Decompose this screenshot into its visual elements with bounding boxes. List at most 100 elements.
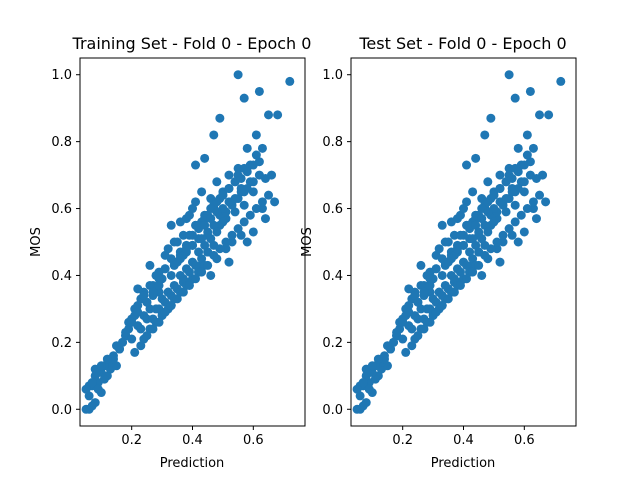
scatter-point bbox=[215, 113, 225, 123]
scatter-point bbox=[431, 264, 441, 274]
scatter-point bbox=[535, 110, 545, 120]
scatter-point bbox=[525, 170, 535, 180]
scatter-point bbox=[142, 297, 152, 307]
scatter-point bbox=[556, 76, 566, 86]
scatter-point bbox=[81, 384, 91, 394]
scatter-point bbox=[373, 354, 383, 364]
scatter-point bbox=[477, 234, 487, 244]
y-tick-label: 1.0 bbox=[51, 68, 72, 83]
x-tick-label: 0.2 bbox=[392, 433, 413, 448]
scatter-point bbox=[471, 220, 481, 230]
scatter-point bbox=[133, 307, 143, 317]
scatter-point bbox=[483, 207, 493, 217]
scatter-point bbox=[206, 214, 216, 224]
scatter-point bbox=[145, 280, 155, 290]
scatter-point bbox=[364, 384, 374, 394]
scatter-point bbox=[136, 324, 146, 334]
scatter-points bbox=[81, 70, 295, 414]
scatter-point bbox=[501, 194, 511, 204]
scatter-point bbox=[513, 143, 523, 153]
scatter-point bbox=[525, 86, 535, 96]
scatter-point bbox=[468, 254, 478, 264]
scatter-point bbox=[425, 317, 435, 327]
scatter-point bbox=[181, 244, 191, 254]
scatter-point bbox=[446, 254, 456, 264]
scatter-point bbox=[401, 347, 411, 357]
scatter-point bbox=[489, 217, 499, 227]
scatter-point bbox=[145, 260, 155, 270]
scatter-point bbox=[535, 190, 545, 200]
scatter-point bbox=[175, 217, 185, 227]
scatter-point bbox=[194, 247, 204, 257]
x-tick-label: 0.2 bbox=[121, 433, 142, 448]
scatter-point bbox=[462, 197, 472, 207]
scatter-point bbox=[413, 331, 423, 341]
scatter-point bbox=[209, 220, 219, 230]
scatter-point bbox=[200, 240, 210, 250]
scatter-point bbox=[197, 267, 207, 277]
scatter-point bbox=[437, 301, 447, 311]
scatter-point bbox=[230, 194, 240, 204]
scatter-point bbox=[188, 204, 197, 214]
y-tick-label: 0.2 bbox=[51, 336, 72, 351]
scatter-point bbox=[230, 207, 240, 217]
scatter-point bbox=[206, 234, 216, 244]
y-tick-label: 0.6 bbox=[322, 202, 343, 217]
scatter-point bbox=[519, 160, 529, 170]
scatter-point bbox=[462, 274, 472, 284]
scatter-point bbox=[84, 391, 94, 401]
scatter-point bbox=[492, 237, 502, 247]
scatter-point bbox=[236, 230, 246, 240]
scatter-point bbox=[166, 220, 176, 230]
scatter-point bbox=[486, 113, 496, 123]
scatter-point bbox=[367, 361, 377, 371]
scatter-point bbox=[209, 250, 219, 260]
y-tick-label: 0.8 bbox=[51, 135, 72, 150]
scatter-point bbox=[127, 317, 137, 327]
scatter-point bbox=[522, 204, 532, 214]
scatter-point bbox=[218, 217, 228, 227]
scatter-point bbox=[212, 207, 222, 217]
scatter-point bbox=[251, 150, 261, 160]
scatter-point bbox=[142, 331, 152, 341]
x-tick-label: 0.6 bbox=[514, 433, 535, 448]
scatter-point bbox=[203, 260, 213, 270]
scatter-point bbox=[519, 227, 529, 237]
scatter-point bbox=[197, 234, 207, 244]
scatter-point bbox=[358, 378, 368, 388]
scatter-point bbox=[404, 307, 414, 317]
scatter-point bbox=[443, 237, 453, 247]
scatter-point bbox=[133, 284, 143, 294]
scatter-point bbox=[236, 173, 246, 183]
scatter-point bbox=[200, 220, 210, 230]
y-axis: 0.0 0.2 0.4 0.6 0.8 1.0 bbox=[51, 68, 80, 418]
scatter-point bbox=[248, 177, 258, 187]
scatter-point bbox=[538, 170, 548, 180]
scatter-point bbox=[474, 260, 484, 270]
scatter-point bbox=[419, 287, 429, 297]
y-tick-label: 0.4 bbox=[322, 269, 343, 284]
scatter-point bbox=[178, 287, 188, 297]
scatter-point bbox=[239, 217, 249, 227]
x-tick-label: 0.4 bbox=[453, 433, 474, 448]
scatter-point bbox=[382, 341, 392, 351]
scatter-point bbox=[175, 270, 185, 280]
scatter-point bbox=[102, 354, 112, 364]
scatter-point bbox=[468, 234, 478, 244]
scatter-point bbox=[166, 301, 176, 311]
scatter-point bbox=[96, 361, 106, 371]
scatter-point bbox=[434, 244, 444, 254]
scatter-point bbox=[254, 170, 264, 180]
scatter-point bbox=[264, 110, 274, 120]
scatter-point bbox=[111, 341, 121, 351]
scatter-point bbox=[224, 257, 234, 267]
scatter-point bbox=[267, 170, 277, 180]
scatter-point bbox=[416, 260, 426, 270]
scatter-point bbox=[495, 257, 505, 267]
y-tick-label: 1.0 bbox=[322, 68, 343, 83]
x-tick-label: 0.4 bbox=[182, 433, 203, 448]
scatter-point bbox=[227, 230, 237, 240]
scatter-point bbox=[483, 227, 493, 237]
